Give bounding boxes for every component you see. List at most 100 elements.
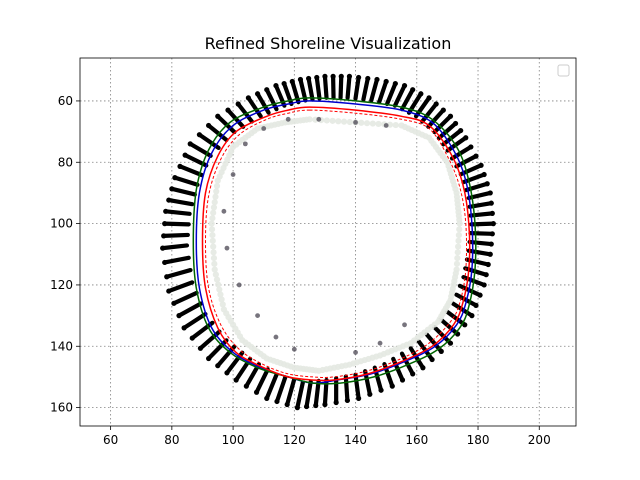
transect-line <box>160 243 190 251</box>
inner-point <box>220 306 228 313</box>
transect-line <box>176 301 204 318</box>
inner-point <box>323 117 330 124</box>
inner-dark-point <box>353 120 358 125</box>
inner-point <box>209 232 216 239</box>
transect-end-point <box>401 83 408 89</box>
transect-end-point <box>166 288 172 294</box>
inner-point <box>454 255 461 262</box>
transect-end-point <box>458 127 464 134</box>
transect-end-point <box>438 348 444 354</box>
inner-dark-point <box>221 208 227 214</box>
transect-line <box>353 372 361 401</box>
inner-point <box>335 118 342 125</box>
transect-end-point <box>473 153 479 159</box>
inner-point <box>215 281 222 288</box>
inner-point <box>375 120 382 128</box>
transect-end-point <box>484 181 490 187</box>
inner-point <box>455 243 462 250</box>
inner-dark-point <box>353 350 358 355</box>
transect-end-point <box>365 75 371 82</box>
transect-line <box>369 77 380 103</box>
data-layer <box>160 73 496 411</box>
transect-line <box>254 367 270 395</box>
transect-line <box>464 257 491 267</box>
y-tick-label: 80 <box>58 155 73 169</box>
inner-point <box>218 296 225 303</box>
transect-end-point <box>452 120 459 127</box>
transect-end-point <box>433 101 439 107</box>
transect-line <box>246 95 263 119</box>
inner-dark-point <box>377 340 383 346</box>
transect-end-point <box>338 73 344 79</box>
transect-line <box>313 378 321 408</box>
transect-end-point <box>489 210 495 216</box>
transect-end-point <box>169 186 175 192</box>
transect-end-point <box>243 383 249 389</box>
transect-end-point <box>215 113 221 119</box>
transect-end-point <box>463 135 469 141</box>
transect-end-point <box>356 395 362 401</box>
transect-end-point <box>481 171 487 178</box>
inner-point <box>346 118 353 126</box>
inner-point <box>208 226 216 233</box>
transect-end-point <box>233 377 239 383</box>
transect-end-point <box>481 282 487 288</box>
shoreline-red-line <box>201 106 471 382</box>
inner-point <box>386 121 394 128</box>
transect-end-point <box>314 74 320 81</box>
transect-line <box>392 83 407 108</box>
transect-end-point <box>374 76 380 83</box>
transect-end-point <box>162 221 168 227</box>
transect-line <box>438 317 460 337</box>
transect-line <box>161 232 190 238</box>
inner-point <box>453 260 461 267</box>
transect-end-point <box>306 75 312 82</box>
transect-line <box>298 77 308 103</box>
transect-end-point <box>205 122 212 129</box>
transect-end-point <box>182 152 188 158</box>
transect-end-point <box>313 402 319 409</box>
transect-end-point <box>171 300 177 306</box>
transect-line <box>432 114 453 135</box>
transect-end-point <box>245 95 251 101</box>
inner-dark-point <box>291 346 297 352</box>
transect-end-point <box>162 259 168 266</box>
transect-end-point <box>333 399 339 406</box>
transect-end-point <box>196 132 203 138</box>
transect-line <box>454 154 479 169</box>
transect-line <box>345 74 352 100</box>
inner-point <box>219 301 226 308</box>
transect-end-point <box>490 221 496 227</box>
transect-line <box>163 209 192 216</box>
transect-end-point <box>447 113 454 119</box>
inner-point <box>212 193 219 200</box>
transect-end-point <box>284 401 290 408</box>
shoreline-red-dashed-line <box>204 109 468 379</box>
inner-dark-point <box>224 245 230 251</box>
x-tick-label: 100 <box>222 433 245 447</box>
transect-end-point <box>164 274 170 280</box>
inner-point <box>217 291 224 298</box>
transect-end-point <box>197 345 204 351</box>
transect-line <box>274 375 288 404</box>
transect-end-point <box>392 80 398 87</box>
transect-line <box>306 76 315 102</box>
inner-point <box>208 220 215 227</box>
transect-line <box>444 309 467 327</box>
y-tick-label: 160 <box>50 401 73 415</box>
transect-end-point <box>215 363 221 369</box>
inner-dark-point <box>236 282 242 288</box>
inner-point <box>210 209 217 216</box>
transect-end-point <box>447 340 454 346</box>
inner-point <box>212 271 219 278</box>
inner-point <box>329 117 336 124</box>
inner-point <box>340 118 348 125</box>
transect-line <box>236 101 255 124</box>
transect-end-point <box>410 371 416 377</box>
y-tick-label: 60 <box>58 94 73 108</box>
transect-end-point <box>418 91 424 97</box>
transect-end-point <box>264 87 270 93</box>
transect-line <box>206 123 229 143</box>
